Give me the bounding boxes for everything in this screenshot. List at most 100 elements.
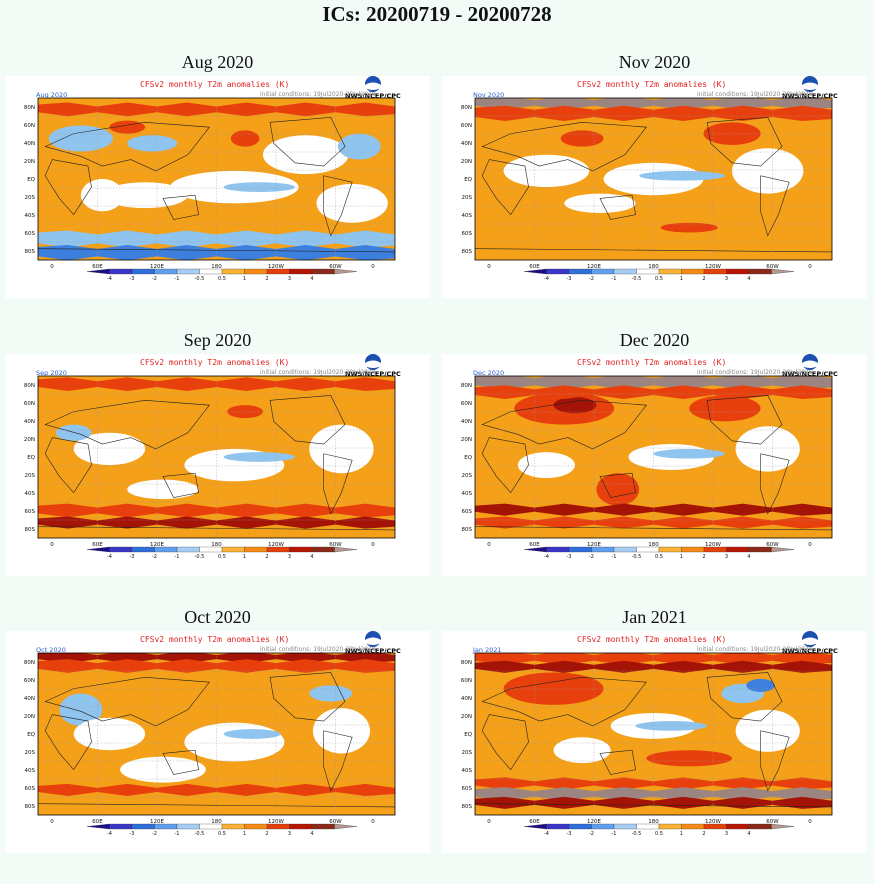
grid-lines bbox=[38, 653, 395, 815]
scale-swatch bbox=[154, 823, 178, 830]
anomaly-region bbox=[73, 717, 146, 751]
anomaly-region bbox=[312, 708, 371, 754]
anomaly-band bbox=[475, 660, 832, 673]
latitude-label: EQ bbox=[464, 732, 472, 738]
latitude-label: 40N bbox=[461, 419, 472, 425]
longitude-label: 0 bbox=[808, 542, 812, 548]
anomaly-region bbox=[564, 193, 636, 214]
scale-label: 1 bbox=[680, 831, 683, 837]
map-title: CFSv2 monthly T2m anomalies (K) bbox=[577, 358, 726, 367]
anomaly-map-image[interactable]: CFSv2 monthly T2m anomalies (K) NWS/NCEP/… bbox=[5, 354, 430, 576]
longitude-label: 60W bbox=[766, 542, 779, 548]
scale-label: 0.5 bbox=[655, 831, 663, 837]
anomaly-band bbox=[38, 245, 395, 260]
scale-label: 3 bbox=[725, 554, 728, 560]
longitude-label: 0 bbox=[487, 542, 491, 548]
scale-swatch bbox=[109, 546, 133, 553]
scale-swatch bbox=[703, 823, 727, 830]
scale-swatch bbox=[311, 546, 335, 553]
scale-swatch bbox=[726, 268, 750, 275]
scale-swatch bbox=[771, 268, 795, 275]
map-title: CFSv2 monthly T2m anomalies (K) bbox=[577, 80, 726, 89]
scale-swatch bbox=[199, 268, 223, 275]
latitude-label: 60S bbox=[25, 786, 36, 792]
scale-label: -4 bbox=[107, 276, 112, 282]
anomaly-region bbox=[73, 432, 146, 466]
map-field bbox=[475, 376, 832, 538]
grid-lines bbox=[38, 376, 395, 538]
latitude-label: 40N bbox=[24, 141, 35, 147]
map-corner-label: Oct 2020 bbox=[36, 646, 66, 654]
anomaly-map: CFSv2 monthly T2m anomalies (K) NWS/NCEP/… bbox=[24, 76, 401, 282]
scale-label: -3 bbox=[130, 276, 135, 282]
anomaly-region bbox=[127, 135, 178, 152]
map-corner-label: Sep 2020 bbox=[36, 369, 67, 377]
scale-swatch bbox=[568, 823, 592, 830]
longitude-label: 0 bbox=[808, 264, 812, 270]
anomaly-map-image[interactable]: CFSv2 monthly T2m anomalies (K) NWS/NCEP/… bbox=[442, 354, 867, 576]
latitude-label: 60N bbox=[24, 678, 35, 684]
anomaly-region bbox=[309, 424, 374, 474]
noaa-logo-icon bbox=[802, 631, 818, 647]
grid-lines bbox=[475, 98, 832, 260]
longitude-label: 0 bbox=[808, 819, 812, 825]
latitude-label: EQ bbox=[27, 455, 35, 461]
scale-swatch bbox=[221, 546, 245, 553]
scale-swatch bbox=[636, 823, 660, 830]
scale-label: -2 bbox=[589, 831, 594, 837]
latitude-label: 60S bbox=[462, 786, 473, 792]
longitude-label: 120W bbox=[705, 819, 721, 825]
anomaly-region bbox=[596, 473, 640, 506]
scale-label: 3 bbox=[725, 276, 728, 282]
scale-swatch bbox=[334, 268, 358, 275]
latitude-label: 60N bbox=[461, 401, 472, 407]
scale-swatch bbox=[726, 823, 750, 830]
initial-conditions-note: initial conditions: 19Jul2020-28Jul2020 bbox=[260, 369, 376, 376]
anomaly-region bbox=[646, 750, 733, 767]
agency-label: NWS/NCEP/CPC bbox=[345, 370, 401, 378]
scale-label: 2 bbox=[265, 554, 268, 560]
scale-swatch bbox=[311, 823, 335, 830]
anomaly-region bbox=[337, 133, 381, 160]
longitude-label: 120W bbox=[268, 542, 284, 548]
panel-title: Jan 2021 bbox=[622, 607, 687, 627]
longitude-label: 0 bbox=[50, 542, 54, 548]
map-title: CFSv2 monthly T2m anomalies (K) bbox=[140, 358, 289, 367]
scale-label: -1 bbox=[175, 831, 180, 837]
map-field bbox=[38, 98, 395, 260]
longitude-label: 60E bbox=[92, 264, 103, 270]
latitude-label: 80N bbox=[24, 383, 35, 389]
grid-lines bbox=[475, 376, 832, 538]
latitude-label: 40N bbox=[24, 419, 35, 425]
scale-swatch bbox=[546, 823, 570, 830]
initial-conditions-note: initial conditions: 19Jul2020-28Jul2020 bbox=[697, 369, 813, 376]
anomaly-region bbox=[517, 452, 575, 479]
map-field bbox=[475, 653, 832, 815]
anomaly-map-image[interactable]: CFSv2 monthly T2m anomalies (K) NWS/NCEP/… bbox=[442, 631, 867, 853]
longitude-label: 60E bbox=[92, 542, 103, 548]
grid-lines bbox=[38, 98, 395, 260]
scale-swatch bbox=[266, 546, 290, 553]
anomaly-region bbox=[262, 135, 349, 175]
scale-label: -0.5 bbox=[632, 554, 642, 560]
initial-conditions-note: initial conditions: 19Jul2020-28Jul2020 bbox=[260, 646, 376, 653]
forecast-panel: Aug 2020 CFSv2 monthly T2m anomalies (K) N… bbox=[5, 50, 430, 298]
scale-label: -3 bbox=[567, 831, 572, 837]
scale-swatch bbox=[636, 546, 660, 553]
scale-swatch bbox=[131, 823, 155, 830]
latitude-label: 20S bbox=[25, 750, 36, 756]
panel-title: Sep 2020 bbox=[183, 330, 252, 350]
scale-swatch bbox=[221, 823, 245, 830]
anomaly-map-image[interactable]: CFSv2 monthly T2m anomalies (K) NWS/NCEP/… bbox=[442, 76, 867, 298]
agency-label: NWS/NCEP/CPC bbox=[782, 647, 838, 655]
longitude-label: 60E bbox=[529, 542, 540, 548]
anomaly-map-image[interactable]: CFSv2 monthly T2m anomalies (K) NWS/NCEP/… bbox=[5, 631, 430, 853]
longitude-label: 0 bbox=[371, 264, 375, 270]
color-scale: -4 -3 -2 -1 -0.5 0.5 1 2 3 4 bbox=[523, 546, 795, 560]
map-frame bbox=[37, 652, 396, 816]
anomaly-map-image[interactable]: CFSv2 monthly T2m anomalies (K) NWS/NCEP/… bbox=[5, 76, 430, 298]
scale-swatch bbox=[289, 268, 313, 275]
longitude-label: 120W bbox=[705, 542, 721, 548]
latitude-label: 20S bbox=[25, 195, 36, 201]
anomaly-region bbox=[316, 183, 388, 223]
